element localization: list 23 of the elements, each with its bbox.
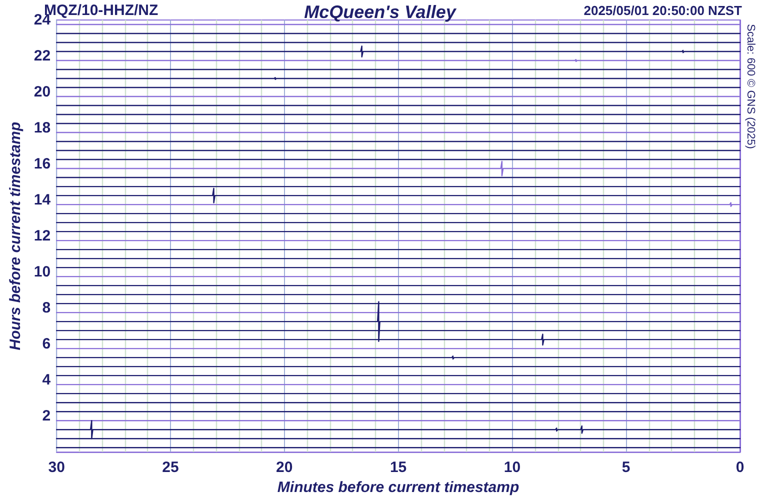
y-axis-title: Hours before current timestamp: [7, 122, 24, 350]
x-tick-label: 20: [276, 459, 293, 476]
chart-title: McQueen's Valley: [304, 2, 457, 22]
y-tick-label: 2: [42, 408, 51, 425]
y-tick-label: 8: [42, 300, 51, 317]
y-tick-label: 18: [34, 120, 51, 137]
x-tick-label: 0: [736, 459, 744, 476]
x-tick-label: 30: [48, 459, 65, 476]
y-tick-label: 6: [42, 336, 51, 353]
x-tick-label: 15: [390, 459, 407, 476]
x-tick-label: 5: [622, 459, 630, 476]
y-tick-label: 10: [34, 264, 51, 281]
y-tick-label: 16: [34, 156, 51, 173]
x-tick-label: 25: [162, 459, 179, 476]
x-axis-title: Minutes before current timestamp: [277, 479, 520, 496]
y-tick-label: 20: [34, 84, 51, 101]
text: Scale: 600 © GNS (2025): [744, 24, 756, 149]
y-tick-label: 22: [34, 48, 51, 65]
y-tick-label: 4: [42, 372, 52, 389]
y-tick-label: 12: [34, 228, 51, 245]
x-tick-label: 10: [504, 459, 521, 476]
y-tick-label: 14: [34, 192, 52, 209]
text: 2025/05/01 20:50:00 NZST: [584, 3, 742, 18]
